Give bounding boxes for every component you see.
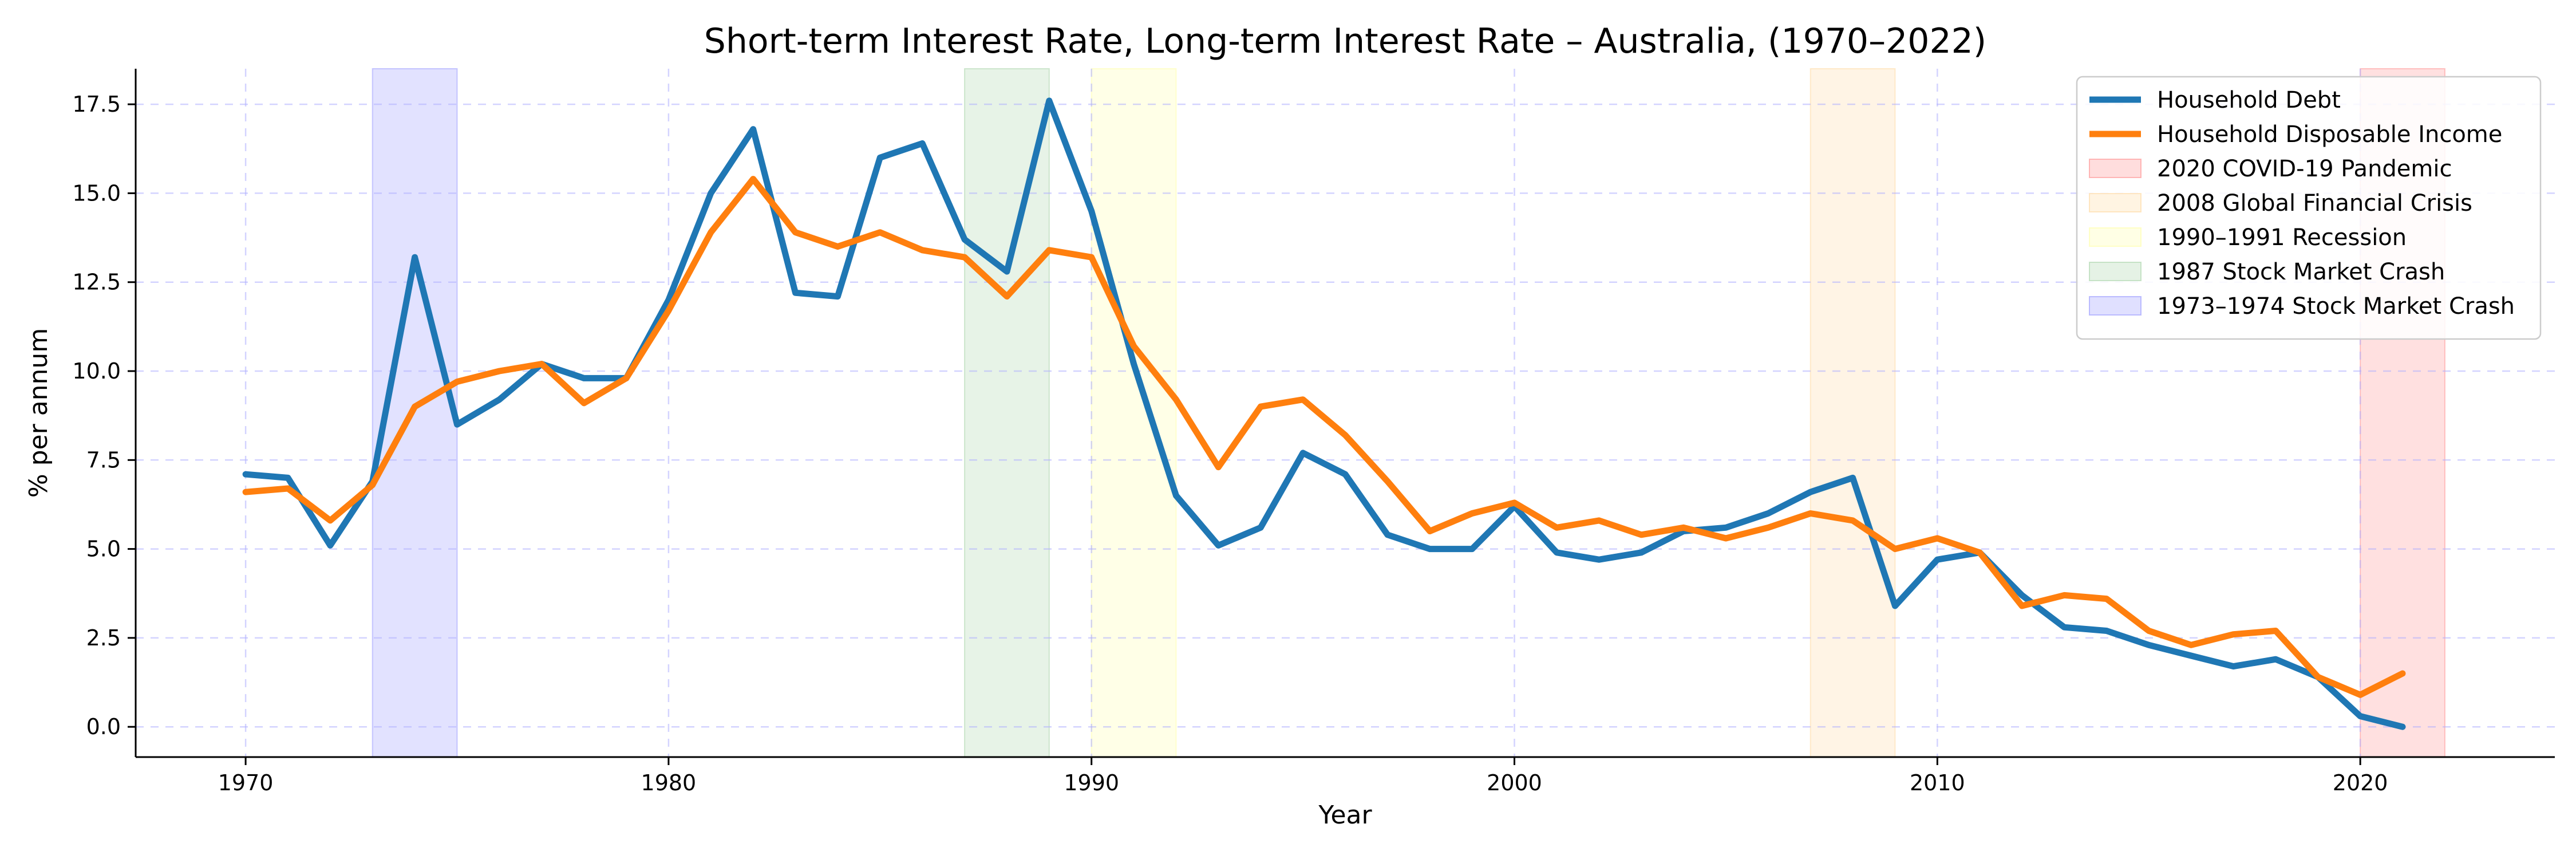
- shaded-region-1: [1809, 68, 1896, 758]
- legend-label: 1990–1991 Recession: [2157, 224, 2407, 251]
- legend-label: 1987 Stock Market Crash: [2157, 259, 2445, 285]
- x-tick-label: 2010: [1910, 770, 1965, 795]
- legend-label: Household Debt: [2157, 87, 2341, 113]
- y-tick-label: 5.0: [86, 537, 121, 562]
- legend-label: 1973–1974 Stock Market Crash: [2157, 293, 2515, 320]
- x-axis-label: Year: [1318, 801, 1372, 830]
- y-tick-label: 15.0: [72, 180, 121, 206]
- x-tick-label: 1990: [1064, 770, 1119, 795]
- legend: Household Debt Household Disposable Incom…: [2076, 76, 2542, 340]
- y-tick-label: 0.0: [86, 714, 121, 739]
- shaded-regions: [372, 68, 2445, 758]
- legend-label: Household Disposable Income: [2157, 121, 2502, 148]
- legend-swatch-patch: [2089, 262, 2142, 281]
- y-tick-label: 10.0: [72, 358, 121, 384]
- y-tick-label: 17.5: [72, 92, 121, 117]
- legend-swatch-patch: [2089, 227, 2142, 247]
- series-lines: [242, 97, 2406, 730]
- x-tick-label: 1980: [641, 770, 697, 795]
- legend-label: 2008 Global Financial Crisis: [2157, 190, 2472, 216]
- y-tick-label: 7.5: [86, 447, 121, 472]
- legend-swatch-patch: [2089, 296, 2142, 316]
- series-line-1: [242, 176, 2406, 698]
- y-ticks: 0.0 2.5 5.0 7.5 10.0 12.5 15.0 17.5: [72, 92, 136, 739]
- x-tick-label: 2020: [2333, 770, 2388, 795]
- x-ticks: 1970 1980 1990 2000 2010 2020: [218, 757, 2388, 795]
- y-tick-label: 2.5: [86, 625, 121, 651]
- legend-swatch-patch: [2089, 159, 2142, 178]
- chart-title: Short-term Interest Rate, Long-term Inte…: [704, 21, 1986, 61]
- legend-box: [2076, 76, 2542, 340]
- shaded-region-2: [1091, 68, 1177, 758]
- y-axis-label: % per annum: [24, 328, 53, 498]
- legend-label: 2020 COVID-19 Pandemic: [2157, 156, 2452, 182]
- shaded-region-3: [964, 68, 1050, 758]
- axes: [135, 69, 2555, 758]
- y-tick-label: 12.5: [72, 270, 121, 295]
- x-tick-label: 2000: [1487, 770, 1542, 795]
- series-line-0: [242, 97, 2406, 730]
- x-tick-label: 1970: [218, 770, 274, 795]
- legend-swatch-patch: [2089, 193, 2142, 212]
